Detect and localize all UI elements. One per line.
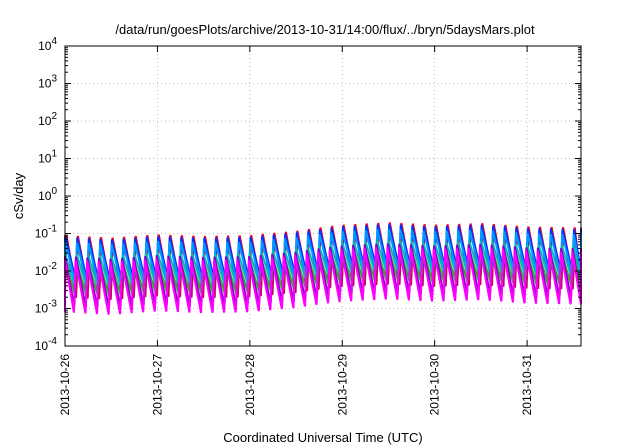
x-tick-label: 2013-10-28 <box>243 354 257 416</box>
x-axis-title: Coordinated Universal Time (UTC) <box>223 430 422 445</box>
y-tick-label: 10-3 <box>35 299 58 316</box>
y-tick-label: 102 <box>38 111 57 128</box>
y-tick-label: 10-1 <box>35 224 58 241</box>
y-tick-label: 104 <box>38 36 57 53</box>
chart-title: /data/run/goesPlots/archive/2013-10-31/1… <box>115 22 535 37</box>
y-axis-title: cSv/day <box>11 172 26 219</box>
x-axis: 2013-10-26 2013-10-27 2013-10-28 2013-10-29… <box>58 46 534 415</box>
y-axis: 10-4 10-3 10-2 10-1 100 101 102 103 104 <box>35 36 581 353</box>
x-tick-label: 2013-10-31 <box>520 354 534 416</box>
y-tick-label: 10-2 <box>35 261 58 278</box>
x-tick-label: 2013-10-27 <box>150 354 164 416</box>
series-line <box>64 223 582 300</box>
x-tick-label: 2013-10-30 <box>428 354 442 416</box>
y-tick-label: 10-4 <box>35 336 58 353</box>
y-tick-label: 101 <box>38 149 57 166</box>
x-tick-label: 2013-10-29 <box>335 354 349 416</box>
y-tick-label: 103 <box>38 74 57 91</box>
series-line <box>64 246 582 315</box>
x-tick-label: 2013-10-26 <box>58 354 72 416</box>
y-tick-label: 100 <box>38 186 57 203</box>
series-group <box>64 222 582 315</box>
